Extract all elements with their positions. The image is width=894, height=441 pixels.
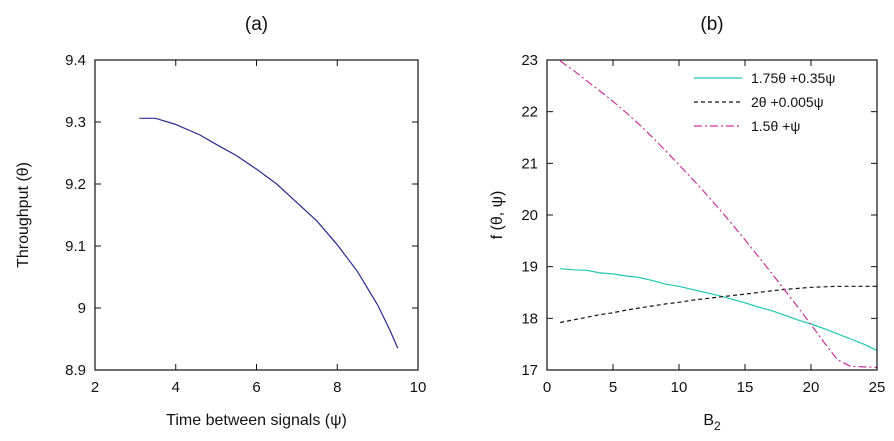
chart-title: (b) [700, 14, 723, 35]
y-tick-label: 19 [521, 259, 538, 276]
x-tick-label: 0 [543, 379, 551, 396]
y-tick-label: 9.2 [65, 176, 86, 193]
x-axis-label: Time between signals (ψ) [166, 412, 347, 429]
x-tick-label: 8 [333, 379, 341, 396]
y-tick-label: 17 [521, 362, 538, 379]
y-tick-label: 22 [521, 104, 538, 121]
y-tick-label: 9.4 [65, 52, 86, 69]
x-tick-label: 6 [252, 379, 260, 396]
x-tick-label: 20 [803, 379, 820, 396]
x-tick-label: 2 [91, 379, 99, 396]
y-tick-label: 9.1 [65, 238, 86, 255]
y-axis-label: Throughput (θ) [15, 162, 32, 268]
series-line-1 [139, 117, 399, 349]
x-tick-label: 10 [410, 379, 427, 396]
x-axis-label: B2 [703, 412, 721, 433]
y-tick-label: 21 [521, 155, 538, 172]
plot-frame [546, 59, 878, 371]
x-axis-label-subscript: 2 [714, 419, 721, 433]
chart-title: (a) [245, 14, 268, 35]
legend: 1.75θ +0.35ψ 2θ +0.005ψ 1.5θ +ψ [694, 70, 835, 134]
legend-label-1: 1.75θ +0.35ψ [751, 70, 835, 86]
chart-panel-a: (a) 2 4 6 8 10 8.9 9 9.1 9.2 9.3 9.4 Time between si… [15, 14, 426, 429]
plot-frame [94, 59, 419, 371]
y-tick-label: 8.9 [65, 362, 86, 379]
y-tick-label: 23 [521, 52, 538, 69]
chart-panel-b: (b) 0 5 10 15 20 25 17 18 19 20 21 22 23 B2 f (θ, ψ) 1.7… [489, 14, 885, 433]
y-axis-label: f (θ, ψ) [489, 191, 506, 240]
legend-label-3: 1.5θ +ψ [751, 118, 800, 134]
series-line-3 [559, 60, 877, 368]
y-tick-label: 18 [521, 310, 538, 327]
x-tick-label: 4 [172, 379, 180, 396]
y-tick-label: 9 [78, 300, 86, 317]
x-tick-label: 15 [737, 379, 754, 396]
legend-label-2: 2θ +0.005ψ [751, 94, 824, 110]
y-tick-label: 9.3 [65, 114, 86, 131]
x-tick-label: 25 [869, 379, 886, 396]
x-tick-label: 10 [671, 379, 688, 396]
series-line-1 [560, 268, 877, 351]
y-tick-label: 20 [521, 207, 538, 224]
series-line-2 [560, 285, 877, 324]
x-tick-label: 5 [609, 379, 617, 396]
